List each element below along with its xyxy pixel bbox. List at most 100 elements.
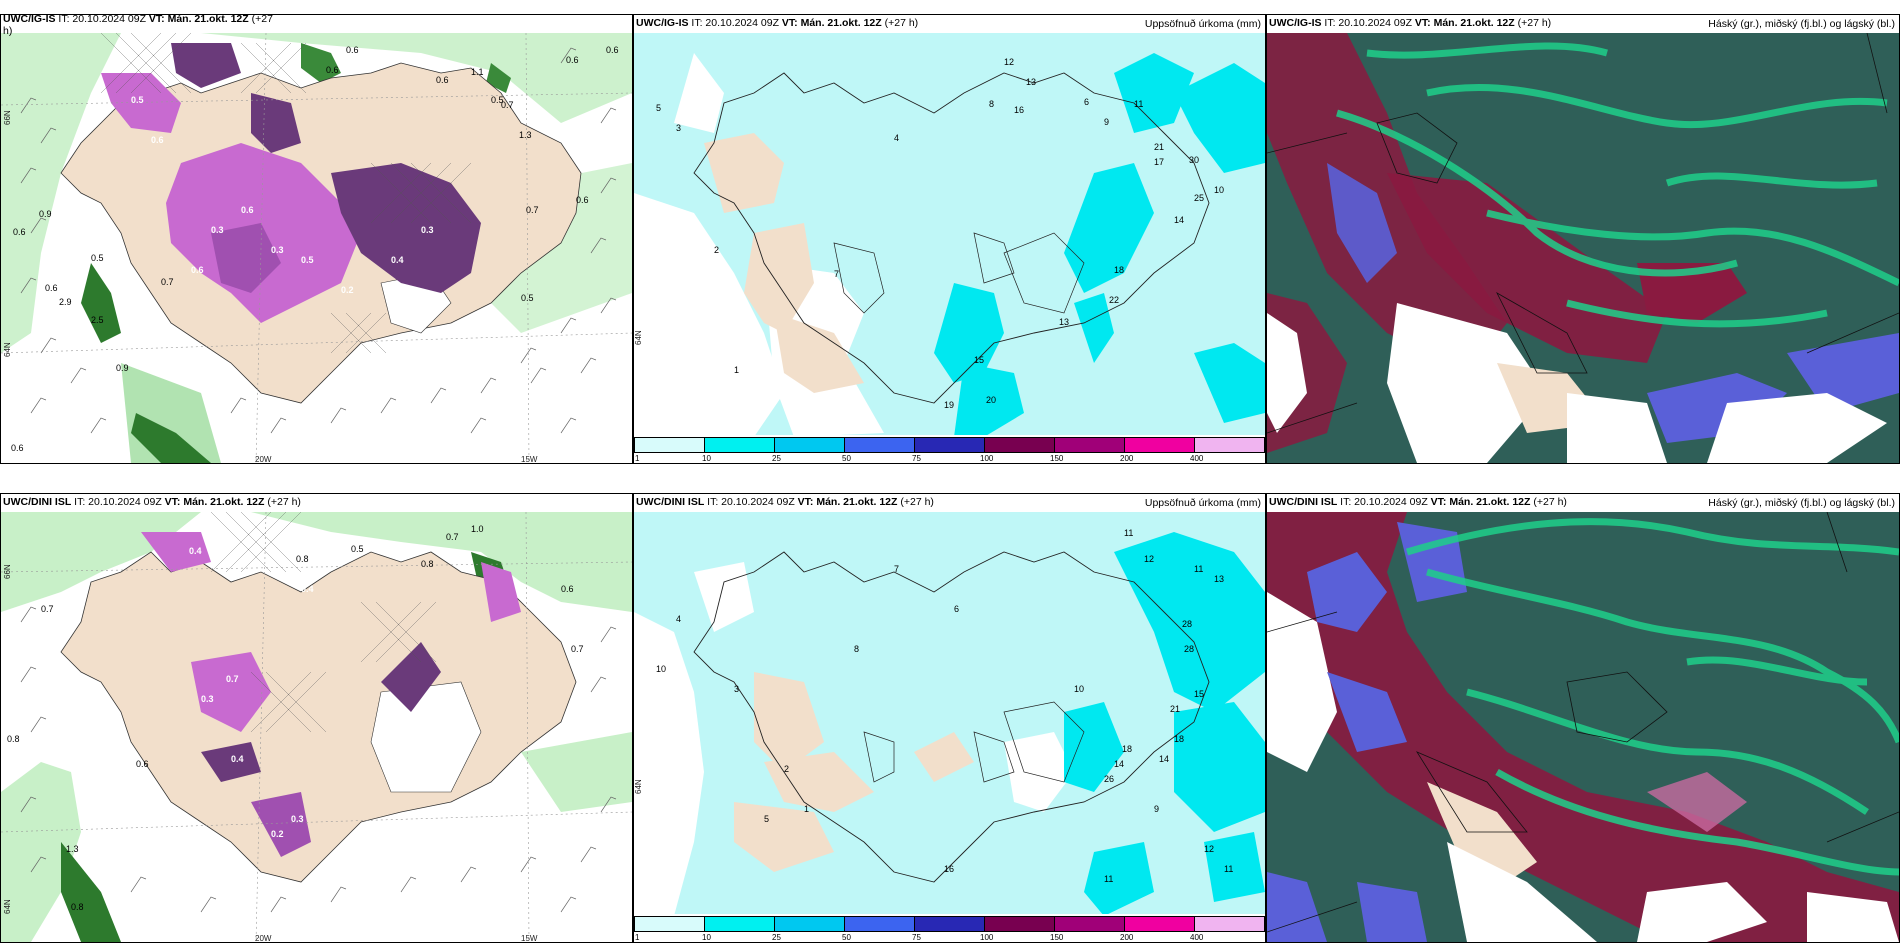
precip-value-label: 7 — [894, 564, 899, 574]
colorbar-swatch — [984, 437, 1055, 453]
cloud-value-label: 0.7 — [226, 674, 239, 684]
colorbar-swatch — [844, 437, 915, 453]
precip-value-label: 12 — [1144, 554, 1154, 564]
precip-value-label: 10 — [656, 664, 666, 674]
precip-value-label: 3 — [734, 684, 739, 694]
cloud-value-label: 1.3 — [66, 844, 79, 854]
cloud-value-label: 0.6 — [606, 45, 619, 55]
cloud-value-label: 0.8 — [7, 734, 20, 744]
cloud-value-label: 1.1 — [471, 67, 484, 77]
precip-value-label: 16 — [944, 864, 954, 874]
precip-value-label: 28 — [1182, 619, 1192, 629]
map-panel-uwc-ig-is-clouds: UWC/IG-IS IT: 20.10.2024 09Z VT: Mán. 21… — [1266, 14, 1900, 464]
cloud-value-label: 0.3 — [201, 694, 214, 704]
cloud-value-label: 0.3 — [211, 225, 224, 235]
colorbar-swatch — [634, 916, 705, 932]
cloud-value-label: 0.6 — [566, 55, 579, 65]
precip-value-label: 18 — [1174, 734, 1184, 744]
cloud-value-label: 0.3 — [271, 245, 284, 255]
cloud-value-label: 0.5 — [131, 95, 144, 105]
precip-value-label: 1 — [804, 804, 809, 814]
cloud-value-label: 0.9 — [116, 363, 129, 373]
colorbar-tick: 400 — [1190, 454, 1204, 463]
lon-label-20w: 20W — [255, 455, 272, 464]
precip-value-label: 13 — [1026, 77, 1036, 87]
colorbar-tick: 50 — [842, 933, 851, 942]
cloud-value-label: 2.5 — [91, 315, 104, 325]
map-panel-uwc-ig-is-cloud-precip: UWC/IG-IS IT: 20.10.2024 09Z VT: Mán. 21… — [0, 14, 633, 464]
precip-value-label: 13 — [1059, 317, 1069, 327]
colorbar-tick: 1 — [635, 454, 640, 463]
map-panel-uwc-ig-is-precip: UWC/IG-IS IT: 20.10.2024 09Z VT: Mán. 21… — [633, 14, 1266, 464]
precip-value-label: 2 — [784, 764, 789, 774]
colorbar-swatch — [1194, 916, 1265, 932]
precip-value-label: 10 — [1214, 185, 1224, 195]
colorbar-swatch — [704, 437, 775, 453]
colorbar-swatch — [914, 437, 985, 453]
colorbar-swatch — [1124, 437, 1195, 453]
panel-subtitle: Háský (gr.), miðský (fj.bl.) og lágský (… — [1708, 18, 1895, 30]
precip-value-label: 12 — [1204, 844, 1214, 854]
cloud-value-label: 0.6 — [436, 75, 449, 85]
map-panel-uwc-dini-isl-precip: UWC/DINI ISL IT: 20.10.2024 09Z VT: Mán.… — [633, 493, 1266, 943]
precip-value-label: 7 — [834, 269, 839, 279]
cloud-value-label: 0.6 — [136, 759, 149, 769]
lat-label-66n: 66N — [3, 110, 12, 125]
cloud-value-label: 0.3 — [291, 814, 304, 824]
precip-value-label: 4 — [676, 614, 681, 624]
precip-value-label: 9 — [1104, 117, 1109, 127]
precip-value-label: 13 — [1214, 574, 1224, 584]
map-canvas: 11 12 11 28 28 13 15 21 18 14 14 26 18 9… — [634, 512, 1265, 916]
cloud-value-label: 0.5 — [301, 255, 314, 265]
colorbar-tick: 150 — [1050, 933, 1064, 942]
cloud-value-label: 0.6 — [191, 265, 204, 275]
cloud-value-label: 0.4 — [189, 546, 202, 556]
cloud-value-label: 0.8 — [421, 559, 434, 569]
precip-value-label: 22 — [1109, 295, 1119, 305]
precip-value-label: 8 — [854, 644, 859, 654]
cloud-value-label: 0.6 — [326, 65, 339, 75]
colorbar-tick: 150 — [1050, 454, 1064, 463]
lon-label-15w: 15W — [521, 934, 538, 943]
precip-value-label: 4 — [894, 133, 899, 143]
map-panel-uwc-dini-isl-clouds: UWC/DINI ISL IT: 20.10.2024 09Z VT: Mán.… — [1266, 493, 1900, 943]
cloud-value-label: 0.4 — [231, 754, 244, 764]
colorbar-swatch — [774, 437, 845, 453]
precip-value-label: 8 — [989, 99, 994, 109]
precip-value-label: 18 — [1114, 265, 1124, 275]
panel-subtitle: Uppsöfnuð úrkoma (mm) — [1144, 18, 1261, 30]
precip-colorbar: 1 10 25 50 75 100 150 200 400 — [634, 914, 1265, 942]
panel-subtitle: Háský (gr.), miðský (fj.bl.) og lágský (… — [1708, 497, 1895, 509]
cloud-value-label: 0.4 — [391, 255, 404, 265]
colorbar-swatch — [634, 437, 705, 453]
cloud-value-label: 0.4 — [301, 584, 314, 594]
precip-value-label: 11 — [1134, 99, 1143, 109]
map-canvas — [1267, 33, 1899, 463]
precip-value-label: 21 — [1170, 704, 1180, 714]
panel-title: UWC/IG-IS IT: 20.10.2024 09Z VT: Mán. 21… — [634, 15, 1265, 33]
cloud-value-label: 0.2 — [341, 285, 354, 295]
cloud-value-label: 0.5 — [521, 293, 534, 303]
precip-value-label: 11 — [1224, 864, 1233, 874]
precip-value-label: 2 — [714, 245, 719, 255]
cloud-value-label: 0.7 — [526, 205, 539, 215]
colorbar-tick: 200 — [1120, 454, 1134, 463]
cloud-value-label: 0.6 — [11, 443, 24, 453]
precip-value-label: 18 — [1122, 744, 1132, 754]
colorbar-tick: 10 — [702, 454, 711, 463]
lat-label-64n: 64N — [634, 779, 643, 794]
panel-subtitle: Uppsöfnuð úrkoma (mm) — [1144, 497, 1261, 509]
lat-label-64n: 64N — [3, 342, 12, 357]
precip-value-label: 9 — [1154, 804, 1159, 814]
cloud-value-label: 0.6 — [576, 195, 589, 205]
cloud-value-label: 0.6 — [241, 205, 254, 215]
precip-colorbar: 1 10 25 50 75 100 150 200 400 — [634, 435, 1265, 463]
colorbar-tick: 10 — [702, 933, 711, 942]
precip-value-label: 14 — [1114, 759, 1124, 769]
lat-label-64n: 64N — [3, 899, 12, 914]
panel-title: UWC/DINI ISL IT: 20.10.2024 09Z VT: Mán.… — [1267, 494, 1899, 512]
precip-value-label: 11 — [1104, 874, 1113, 884]
colorbar-tick: 100 — [980, 454, 994, 463]
colorbar-swatch — [844, 916, 915, 932]
map-canvas — [1267, 512, 1899, 942]
